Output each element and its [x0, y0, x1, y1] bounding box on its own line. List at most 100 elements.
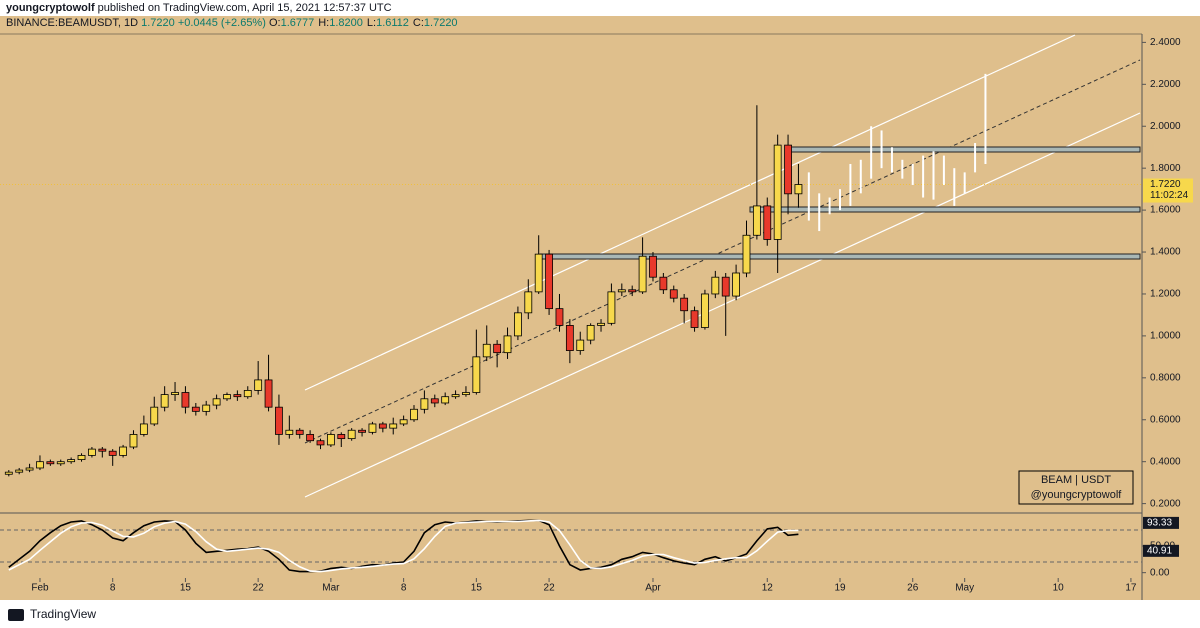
- candle-body: [773, 144, 782, 240]
- channel-lower: [304, 112, 1141, 498]
- x-tick-label: 26: [907, 583, 919, 594]
- x-tick-label: 15: [471, 583, 483, 594]
- x-tick-label: Mar: [322, 583, 340, 594]
- candle-body: [233, 394, 242, 398]
- candle-body: [784, 144, 792, 195]
- x-tick-label: 8: [401, 583, 407, 594]
- zone: [749, 206, 1141, 213]
- ohlc-value: 1.8200: [329, 17, 363, 29]
- candle-body: [503, 335, 512, 354]
- candle-body: [25, 467, 34, 471]
- candle-body: [326, 434, 335, 446]
- candle-body: [628, 289, 637, 293]
- candle-body: [119, 446, 127, 456]
- candle-body: [586, 325, 595, 341]
- candle-body: [690, 310, 699, 328]
- ticker-line: BINANCE:BEAMUSDT, 1D 1.7220 +0.0445 (+2.…: [6, 17, 462, 29]
- brand: TradingView: [30, 607, 97, 621]
- published: published on TradingView.com, April 15, …: [97, 2, 392, 14]
- y-tick-label: 1.8000: [1150, 163, 1181, 174]
- candle-body: [430, 398, 439, 404]
- candle-body: [410, 408, 418, 421]
- channel-mid: [304, 59, 1141, 444]
- logo: [8, 608, 24, 621]
- x-tick-label: 22: [253, 583, 265, 594]
- candle-body: [139, 423, 148, 435]
- ohlc-value: 1.7220: [423, 17, 458, 29]
- candle-body: [649, 255, 657, 278]
- candle-body: [15, 469, 24, 473]
- marks: 0.2000 0.4000 0.6000 0.8000 1.0000 1.2000 1.40…: [0, 37, 1193, 594]
- symbol: BINANCE:BEAMUSDT, 1D: [6, 17, 139, 29]
- candle-body: [150, 406, 159, 425]
- candle-body: [565, 325, 574, 351]
- candle-body: [378, 423, 387, 429]
- candle-body: [160, 394, 169, 408]
- candle-body: [254, 379, 263, 391]
- candle-body: [638, 255, 647, 293]
- y-tick-label: 2.2000: [1150, 79, 1181, 90]
- candle-body: [191, 406, 200, 412]
- x-tick-label: 19: [834, 583, 846, 594]
- candle-body: [347, 429, 356, 440]
- candle-body: [337, 434, 346, 440]
- candle-body: [399, 419, 408, 425]
- candle-body: [46, 461, 55, 465]
- author: youngcryptowolf: [6, 2, 95, 14]
- candle-body: [669, 289, 678, 299]
- candle-body: [576, 339, 585, 351]
- y-tick-label: 1.0000: [1150, 331, 1181, 342]
- candle-body: [607, 291, 616, 324]
- candle-body: [420, 398, 429, 410]
- candle-body: [129, 434, 138, 448]
- x-tick-label: May: [955, 583, 974, 594]
- x-tick-label: 8: [110, 583, 116, 594]
- y-tick-label: 2.4000: [1150, 37, 1181, 48]
- y-tick-label: 2.0000: [1150, 121, 1181, 132]
- candle-body: [597, 322, 605, 326]
- candle-body: [202, 404, 211, 412]
- y-tick-label: 0.4000: [1150, 456, 1181, 467]
- channel-upper: [304, 34, 1076, 391]
- price-tag-label: 1.7220: [1150, 179, 1181, 190]
- candle-body: [462, 392, 470, 395]
- candle-body: [108, 450, 117, 456]
- x-tick-label: 17: [1125, 583, 1137, 594]
- candle-body: [794, 184, 803, 195]
- candle-body: [659, 276, 668, 291]
- osc-line: [8, 519, 799, 573]
- y-tick-label: 1.2000: [1150, 289, 1181, 300]
- candle-body: [742, 234, 751, 274]
- osc-tag: [1143, 516, 1179, 529]
- y-tick-label: 1.6000: [1150, 205, 1181, 216]
- candle-body: [295, 429, 304, 435]
- ohlc-key: C:: [412, 17, 424, 29]
- candle-body: [275, 406, 283, 435]
- osc-tag-label: 93.33: [1147, 518, 1172, 529]
- x-tick-label: Apr: [645, 583, 661, 594]
- price: 1.7220: [141, 17, 175, 29]
- candle-body: [617, 289, 626, 293]
- chart: 0.2000 0.4000 0.6000 0.8000 1.0000 1.2000 1.40…: [0, 16, 1200, 600]
- y-tick-label: 0.2000: [1150, 498, 1181, 509]
- x-tick-label: 12: [762, 583, 774, 594]
- candle-body: [77, 454, 86, 460]
- change: +0.0445 (+2.65%): [177, 17, 266, 29]
- candle-body: [534, 253, 543, 293]
- candle-body: [451, 394, 460, 398]
- candle-body: [482, 343, 491, 358]
- zone: [539, 253, 1141, 260]
- candle-body: [472, 356, 481, 393]
- candle-body: [243, 390, 252, 398]
- zone: [789, 146, 1141, 153]
- x-tick-label: 22: [544, 583, 556, 594]
- candle-body: [67, 459, 76, 463]
- candle-body: [493, 343, 502, 354]
- ohlc-value: 1.6777: [280, 17, 315, 29]
- candle-body: [680, 297, 689, 312]
- candle-body: [285, 429, 294, 435]
- candle-body: [389, 423, 398, 429]
- countdown: 11:02:24: [1150, 190, 1189, 201]
- candle-body: [223, 394, 231, 400]
